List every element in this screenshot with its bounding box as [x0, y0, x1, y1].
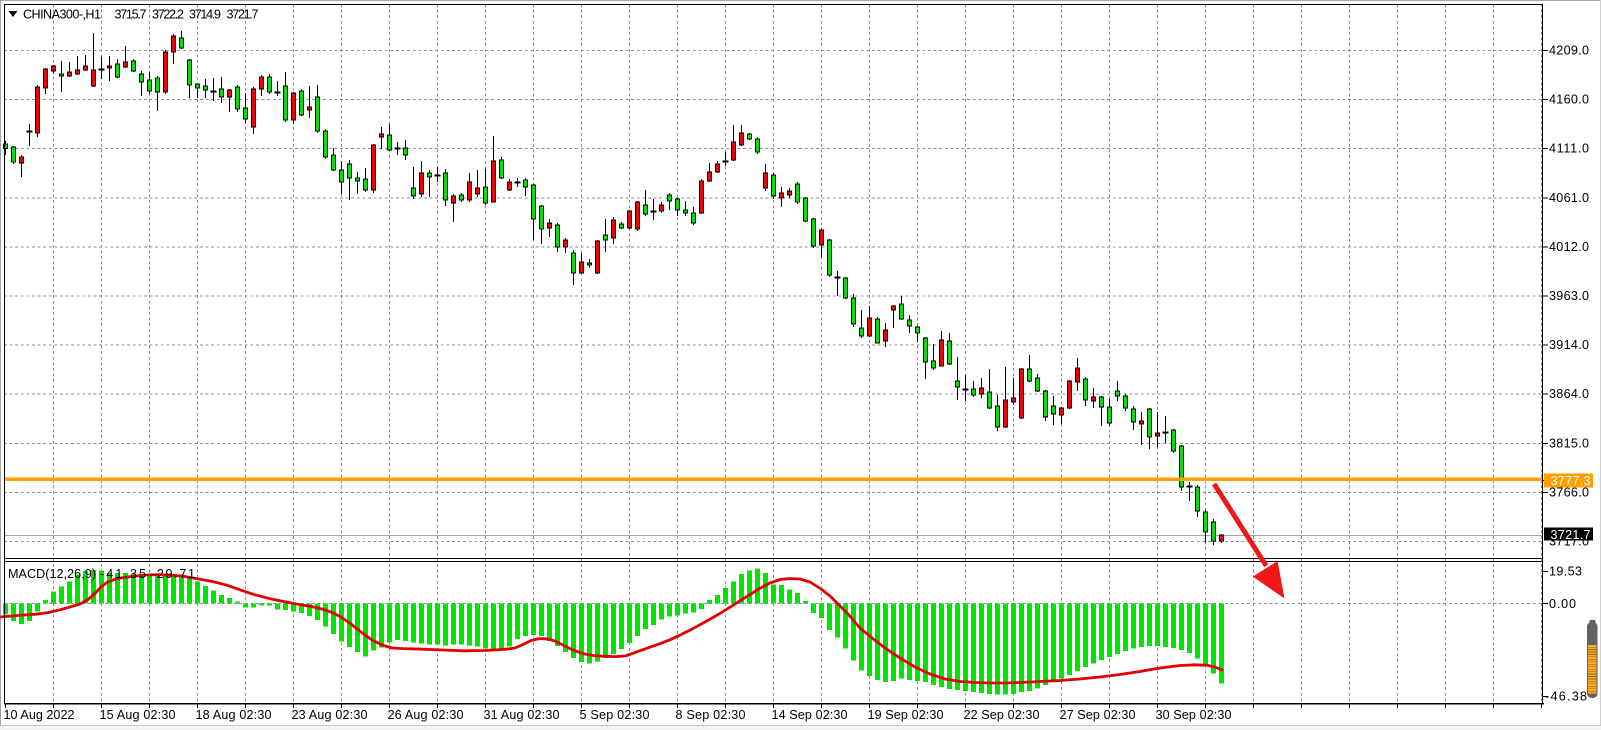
svg-text:10 Aug 2022: 10 Aug 2022: [4, 708, 75, 722]
svg-text:15 Aug 02:30: 15 Aug 02:30: [100, 708, 176, 722]
svg-text:4012.0: 4012.0: [1549, 240, 1589, 254]
svg-text:3766.0: 3766.0: [1549, 485, 1589, 499]
svg-text:3714.9: 3714.9: [189, 8, 221, 22]
svg-text:19.53: 19.53: [1549, 565, 1582, 579]
svg-text:3963.0: 3963.0: [1549, 289, 1589, 303]
svg-text:3777.3: 3777.3: [1551, 474, 1591, 488]
svg-text:18 Aug 02:30: 18 Aug 02:30: [196, 708, 272, 722]
svg-text:3721.7: 3721.7: [227, 8, 259, 22]
svg-text:26 Aug 02:30: 26 Aug 02:30: [388, 708, 464, 722]
svg-text:-46.38: -46.38: [1545, 690, 1587, 704]
svg-text:14 Sep 02:30: 14 Sep 02:30: [772, 708, 848, 722]
svg-text:0.00: 0.00: [1549, 597, 1576, 611]
svg-text:4061.0: 4061.0: [1549, 191, 1589, 205]
svg-text:3721.7: 3721.7: [1551, 528, 1591, 542]
svg-text:5 Sep 02:30: 5 Sep 02:30: [580, 708, 650, 722]
svg-text:MACD(12,26,9): MACD(12,26,9): [8, 567, 96, 581]
svg-text:30 Sep 02:30: 30 Sep 02:30: [1156, 708, 1232, 722]
svg-text:27 Sep 02:30: 27 Sep 02:30: [1060, 708, 1136, 722]
svg-text:3715.7: 3715.7: [115, 8, 147, 22]
svg-text:CHINA300-,H1: CHINA300-,H1: [23, 8, 101, 22]
svg-text:8 Sep 02:30: 8 Sep 02:30: [676, 708, 746, 722]
svg-text:3722.2: 3722.2: [152, 8, 184, 22]
svg-text:22 Sep 02:30: 22 Sep 02:30: [964, 708, 1040, 722]
svg-text:4209.0: 4209.0: [1549, 44, 1589, 58]
svg-text:31 Aug 02:30: 31 Aug 02:30: [484, 708, 560, 722]
svg-text:3864.0: 3864.0: [1549, 387, 1589, 401]
svg-text:3815.0: 3815.0: [1549, 436, 1589, 450]
svg-text:4160.0: 4160.0: [1549, 93, 1589, 107]
svg-text:19 Sep 02:30: 19 Sep 02:30: [868, 708, 944, 722]
svg-text:23 Aug 02:30: 23 Aug 02:30: [292, 708, 368, 722]
svg-text:4111.0: 4111.0: [1549, 142, 1589, 156]
svg-text:3914.0: 3914.0: [1549, 338, 1589, 352]
